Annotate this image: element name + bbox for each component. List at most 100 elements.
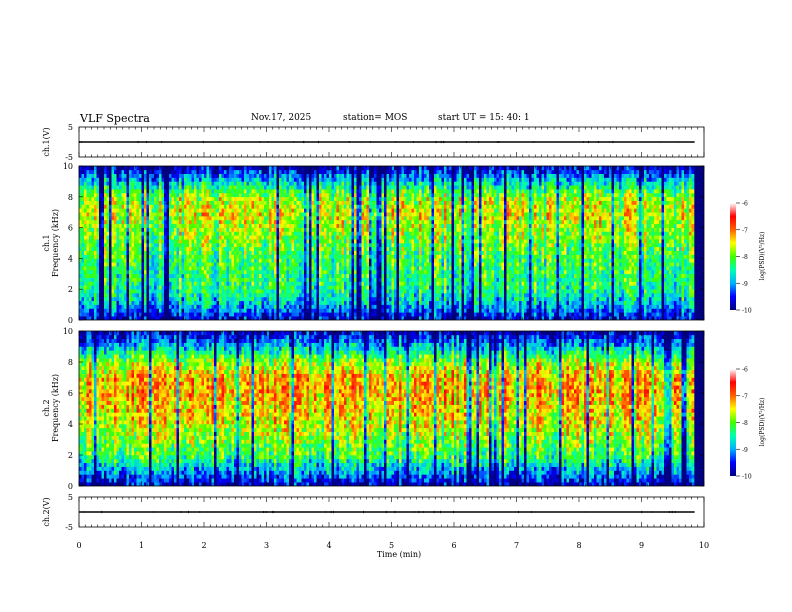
spectrogram-cell <box>114 304 117 309</box>
spectrogram-cell <box>84 304 87 309</box>
spectrogram-cell <box>226 200 230 205</box>
spectrogram-cell <box>131 250 135 255</box>
spectrogram-cell <box>239 189 242 194</box>
spectrogram-cell <box>264 250 267 255</box>
spectrogram-cell <box>321 250 325 255</box>
spectrogram-cell <box>286 169 290 174</box>
spectrogram-cell <box>374 177 377 182</box>
spectrogram-cell <box>381 216 385 221</box>
spectrogram-cell <box>89 208 92 213</box>
spectrogram-cell <box>104 277 107 282</box>
spectrogram-cell <box>229 266 232 271</box>
spectrogram-cell <box>249 269 252 275</box>
spectrogram-cell <box>106 231 110 236</box>
spectrogram-cell <box>294 196 297 201</box>
spectrogram-cell <box>359 243 362 248</box>
spectrogram-cell <box>234 281 237 286</box>
spectrogram-cell <box>144 266 147 271</box>
spectrogram-cell <box>301 258 305 263</box>
spectrogram-cell <box>379 281 382 286</box>
spectrogram-cell <box>99 219 102 225</box>
spectrogram-cell <box>164 235 167 240</box>
spectrogram-cell <box>329 208 332 213</box>
spectrogram-cell <box>359 293 362 298</box>
spectrogram-cell <box>119 266 122 271</box>
spectrogram-cell <box>309 189 312 194</box>
spectrogram-cell <box>259 300 262 305</box>
spectrogram-cell <box>116 269 120 275</box>
spectrogram-cell <box>189 285 192 290</box>
spectrogram-cell <box>211 227 215 232</box>
spectrogram-cell <box>326 173 330 178</box>
spectrogram-cell <box>266 235 270 240</box>
spectrogram-cell <box>179 200 182 205</box>
spectrogram-cell <box>254 262 257 267</box>
spectrogram-cell <box>141 300 145 305</box>
spectrogram-cell <box>111 216 115 221</box>
spectrogram-cell <box>131 200 135 205</box>
spectrogram-cell <box>136 250 140 255</box>
spectrogram-cell <box>271 285 275 290</box>
spectrogram-cell <box>129 196 132 201</box>
spectrogram-cell <box>84 239 87 244</box>
spectrogram-cell <box>219 308 222 313</box>
spectrogram-cell <box>379 250 382 255</box>
spectrogram-cell <box>379 296 382 302</box>
spectrogram-cell <box>221 296 225 302</box>
spectrogram-cell <box>169 296 172 302</box>
spectrogram-cell <box>211 289 215 294</box>
spectrogram-cell <box>339 219 342 225</box>
spectrogram-cell <box>79 212 82 217</box>
spectrogram-cell <box>124 289 127 294</box>
spectrogram-cell <box>356 219 360 225</box>
spectrogram-cell <box>371 273 375 278</box>
spectrogram-cell <box>311 250 315 255</box>
spectrogram-cell <box>136 289 140 294</box>
spectrogram-cell <box>356 258 360 263</box>
spectrogram-cell <box>236 212 240 217</box>
spectrogram-cell <box>116 308 120 313</box>
spectrogram-cell <box>299 277 302 282</box>
spectrogram-cell <box>179 173 182 178</box>
spectrogram-cell <box>124 200 127 205</box>
spectrogram-cell <box>196 219 200 225</box>
spectrogram-cell <box>94 269 97 275</box>
spectrogram-cell <box>296 258 300 263</box>
spectrogram-cell <box>144 293 147 298</box>
spectrogram-cell <box>209 281 212 286</box>
spectrogram-cell <box>339 296 342 302</box>
spectrogram-cell <box>369 169 372 174</box>
spectrogram-cell <box>224 166 227 171</box>
spectrogram-cell <box>91 300 95 305</box>
spectrogram-cell <box>161 285 165 290</box>
spectrogram-cell <box>364 196 367 201</box>
spectrogram-cell <box>86 204 90 209</box>
spectrogram-cell <box>364 227 367 232</box>
spectrogram-cell <box>344 281 347 286</box>
spectrogram-cell <box>314 293 317 298</box>
spectrogram-cell <box>106 289 110 294</box>
spectrogram-cell <box>229 262 232 267</box>
spectrogram-cell <box>249 300 252 305</box>
spectrogram-cell <box>111 173 115 178</box>
spectrogram-cell <box>336 223 340 228</box>
spectrogram-cell <box>101 277 105 282</box>
spectrogram-cell <box>116 243 120 248</box>
spectrogram-cell <box>224 239 227 244</box>
spectrogram-cell <box>261 281 265 286</box>
spectrogram-cell <box>344 177 347 182</box>
spectrogram-cell <box>231 285 235 290</box>
spectrogram-cell <box>241 304 245 309</box>
spectrogram-cell <box>321 258 325 263</box>
spectrogram-cell <box>371 227 375 232</box>
spectrogram-cell <box>276 266 280 271</box>
spectrogram-cell <box>349 269 352 275</box>
spectrogram-cell <box>244 243 247 248</box>
spectrogram-cell <box>201 185 205 190</box>
spectrogram-cell <box>151 269 155 275</box>
spectrogram-cell <box>246 219 250 225</box>
spectrogram-cell <box>374 250 377 255</box>
spectrogram-cell <box>251 173 255 178</box>
spectrogram-cell <box>274 208 277 213</box>
w1-ytick-top: 5 <box>68 123 73 132</box>
